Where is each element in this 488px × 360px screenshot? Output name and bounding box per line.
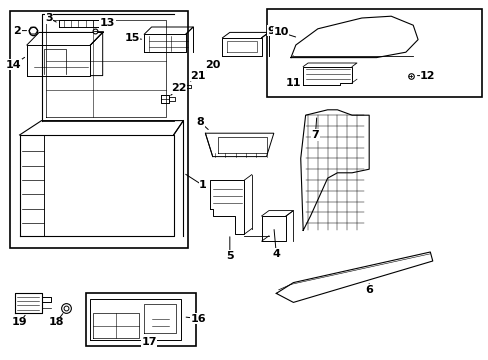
Text: 22: 22 — [170, 83, 186, 93]
Text: 14: 14 — [6, 60, 21, 70]
Bar — [266, 9, 481, 97]
Text: 6: 6 — [365, 285, 372, 295]
Text: 9: 9 — [267, 26, 275, 36]
Text: 12: 12 — [419, 71, 435, 81]
Text: 15: 15 — [124, 33, 140, 43]
Text: 11: 11 — [285, 78, 301, 88]
Text: 8: 8 — [196, 117, 204, 127]
Text: 4: 4 — [272, 249, 280, 259]
Text: 3: 3 — [45, 13, 53, 23]
Text: 10: 10 — [273, 27, 288, 37]
Text: 19: 19 — [12, 317, 27, 327]
Text: 17: 17 — [141, 337, 157, 347]
Bar — [85, 293, 195, 346]
Text: 16: 16 — [190, 314, 205, 324]
Bar — [10, 11, 188, 248]
Text: 5: 5 — [225, 251, 233, 261]
Text: 18: 18 — [48, 317, 64, 327]
Text: 20: 20 — [204, 60, 220, 70]
Text: 21: 21 — [190, 71, 205, 81]
Text: 2: 2 — [13, 26, 21, 36]
Text: 1: 1 — [199, 180, 206, 190]
Text: 13: 13 — [100, 18, 115, 28]
Text: 7: 7 — [311, 130, 319, 140]
